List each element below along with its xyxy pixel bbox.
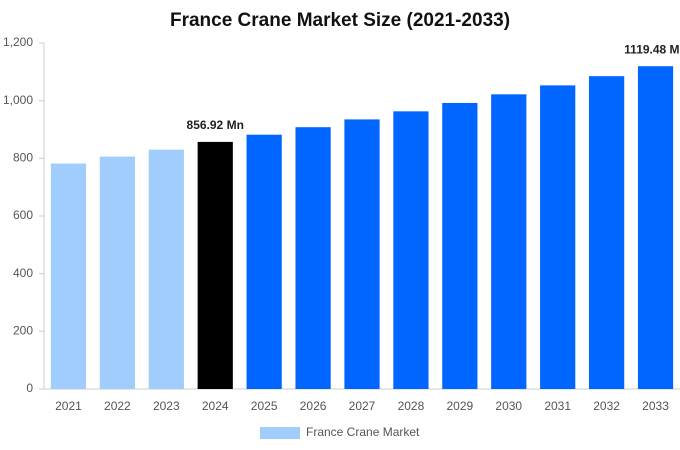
x-tick-label: 2031 [544, 399, 571, 413]
bar [589, 76, 625, 390]
y-tick-label: 1,200 [3, 35, 33, 49]
bar [197, 141, 233, 389]
value-label: 856.92 Mn [187, 118, 244, 132]
x-tick-label: 2028 [398, 399, 425, 413]
y-tick-label: 400 [13, 266, 33, 280]
bar [99, 156, 135, 389]
x-tick-label: 2032 [593, 399, 620, 413]
bar [246, 134, 282, 389]
x-tick-label: 2033 [642, 399, 669, 413]
x-tick-label: 2029 [446, 399, 473, 413]
bar [50, 163, 87, 389]
chart-title: France Crane Market Size (2021-2033) [170, 10, 510, 31]
x-tick-label: 2025 [251, 399, 278, 413]
x-tick-label: 2027 [349, 399, 376, 413]
bar [491, 94, 527, 389]
x-tick-label: 2023 [153, 399, 180, 413]
x-tick-label: 2022 [104, 399, 131, 413]
y-tick-label: 600 [13, 208, 33, 222]
value-label: 1119.48 Mn [624, 42, 680, 56]
y-tick-label: 0 [26, 381, 33, 395]
x-tick-label: 2030 [495, 399, 522, 413]
x-tick-label: 2021 [55, 399, 82, 413]
bar [637, 66, 674, 389]
bar [540, 85, 576, 389]
x-tick-label: 2026 [300, 399, 327, 413]
bar [393, 111, 429, 390]
legend-swatch [260, 427, 300, 439]
x-tick-label: 2024 [202, 399, 229, 413]
bar [295, 127, 331, 390]
y-tick-label: 200 [13, 324, 33, 338]
legend-label: France Crane Market [306, 425, 420, 439]
y-tick-label: 800 [13, 151, 33, 165]
bar [344, 119, 380, 390]
y-tick-label: 1,000 [3, 93, 33, 107]
bar [148, 149, 184, 389]
bar [442, 102, 478, 390]
